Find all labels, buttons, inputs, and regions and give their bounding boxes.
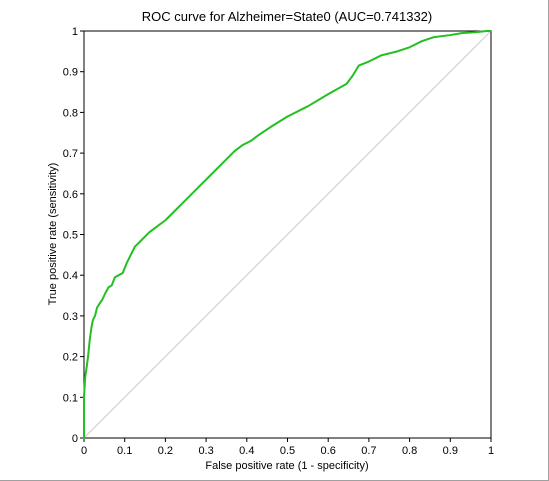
chance-diagonal-line (83, 30, 492, 439)
y-tick-label: 1 (72, 26, 78, 38)
x-tick-label: 0.9 (443, 445, 458, 457)
y-tick-label: 0.8 (63, 107, 78, 119)
x-tick-label: 0.2 (158, 445, 173, 457)
x-axis-title: False positive rate (1 - specificity) (205, 460, 368, 472)
chart-title: ROC curve for Alzheimer=State0 (AUC=0.74… (142, 9, 432, 24)
y-axis-title: True positive rate (sensitivity) (47, 163, 59, 306)
x-tick-label: 0.3 (198, 445, 213, 457)
y-tick-label: 0.7 (63, 148, 78, 160)
y-tick-label: 0.5 (63, 230, 78, 242)
x-tick-label: 0.5 (280, 445, 295, 457)
y-tick-label: 0.6 (63, 189, 78, 201)
x-tick-label: 0.8 (402, 445, 417, 457)
x-tick-label: 1 (488, 445, 494, 457)
y-tick-label: 0 (72, 433, 78, 445)
y-tick-label: 0.2 (63, 352, 78, 364)
x-tick-label: 0 (81, 445, 87, 457)
y-tick-label: 0.1 (63, 392, 78, 404)
y-tick-label: 0.3 (63, 311, 78, 323)
roc-curve-line (83, 30, 492, 439)
x-tick-label: 0.6 (321, 445, 336, 457)
x-tick-label: 0.1 (117, 445, 132, 457)
x-tick-label: 0.7 (361, 445, 376, 457)
x-tick-label: 0.4 (239, 445, 254, 457)
y-tick-label: 0.4 (63, 270, 78, 282)
y-tick-label: 0.9 (63, 67, 78, 79)
